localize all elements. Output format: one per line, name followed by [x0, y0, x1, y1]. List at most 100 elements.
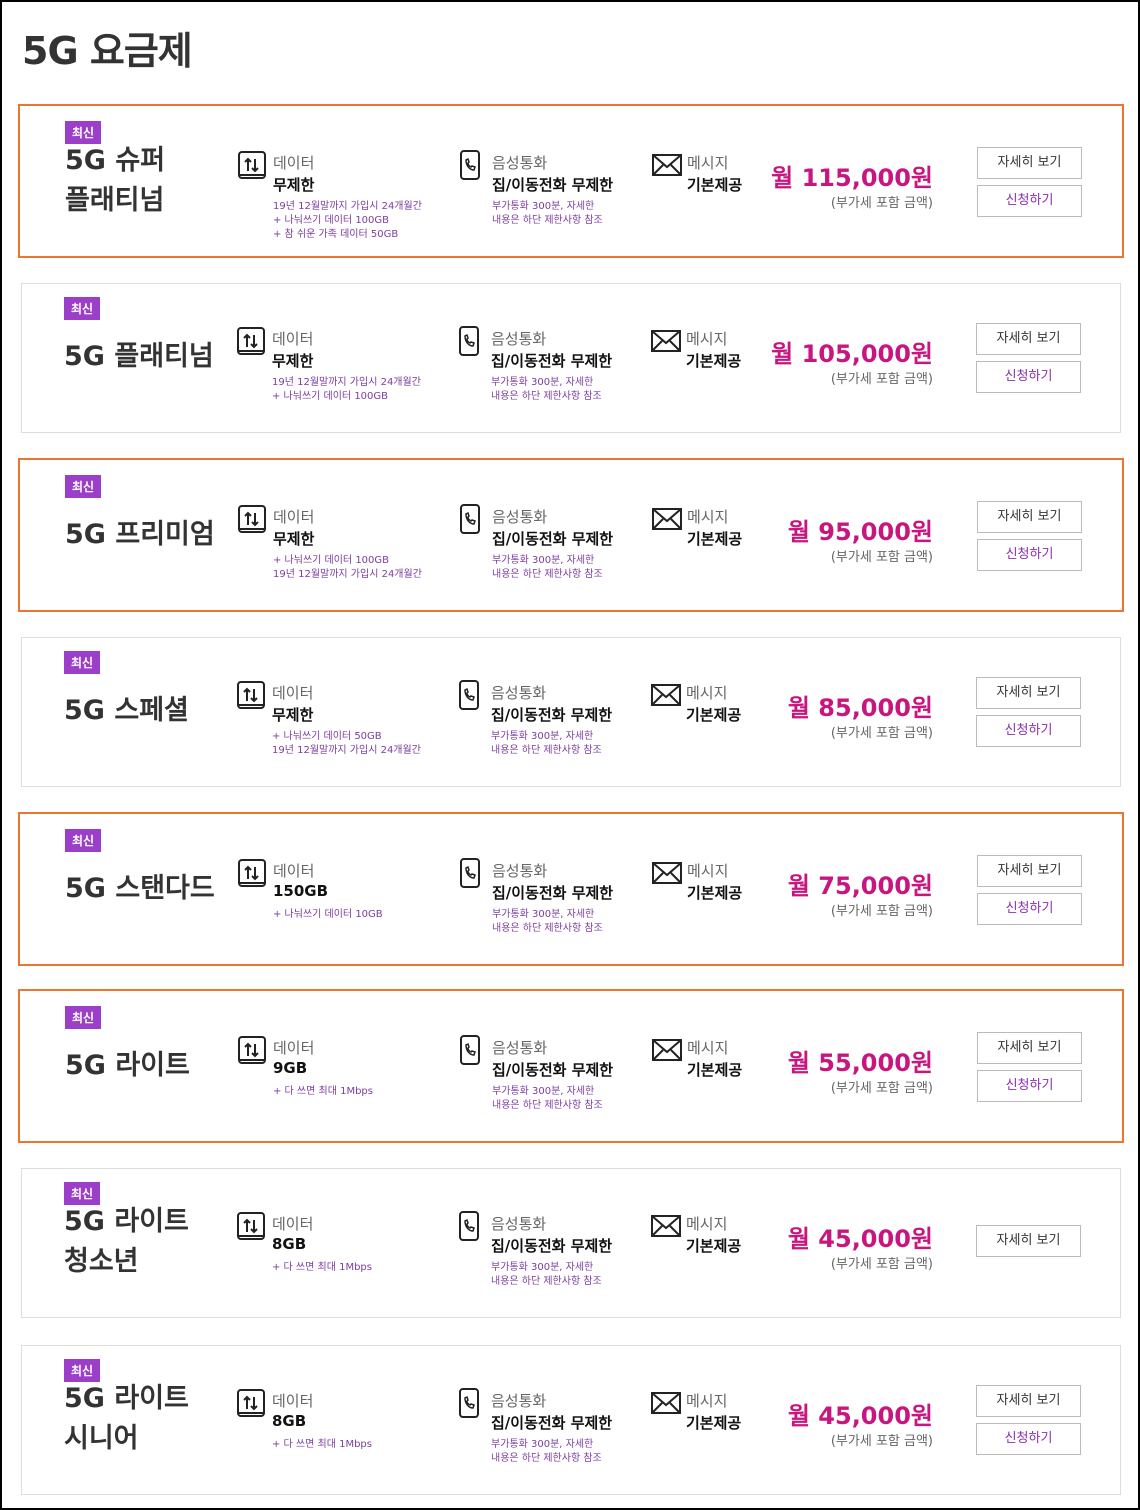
data-label: 데이터 — [273, 508, 315, 526]
voice-value: 집/이동전화 무제한 — [491, 352, 613, 370]
apply-button[interactable]: 신청하기 — [976, 715, 1081, 747]
data-note: + 다 쓰면 최대 1Mbps — [272, 1262, 372, 1273]
voice-note: 내용은 하단 제한사항 참조 — [491, 1453, 602, 1464]
voice-icon — [460, 504, 480, 534]
voice-note: 내용은 하단 제한사항 참조 — [491, 745, 602, 756]
data-value: 150GB — [273, 882, 329, 900]
price-note: (부가세 포함 금액) — [830, 904, 933, 919]
detail-button[interactable]: 자세히 보기 — [977, 1032, 1082, 1064]
detail-button[interactable]: 자세히 보기 — [977, 855, 1082, 887]
detail-button[interactable]: 자세히 보기 — [976, 677, 1081, 709]
detail-button[interactable]: 자세히 보기 — [976, 323, 1081, 355]
data-value: 무제한 — [273, 176, 315, 194]
voice-icon — [459, 1211, 479, 1241]
voice-value: 집/이동전화 무제한 — [492, 884, 614, 902]
detail-button[interactable]: 자세히 보기 — [976, 1385, 1081, 1417]
data-label: 데이터 — [272, 330, 314, 348]
data-label: 데이터 — [273, 862, 315, 880]
price: 월 115,000원 — [771, 164, 933, 192]
message-value: 기본제공 — [686, 1414, 742, 1432]
data-icon — [238, 505, 266, 533]
data-note: + 나눠쓰기 데이터 50GB — [272, 731, 382, 742]
apply-button[interactable]: 신청하기 — [977, 539, 1082, 571]
plan-name: 청소년 — [64, 1246, 139, 1277]
voice-icon — [459, 1388, 479, 1418]
voice-note: 부가통화 300분, 자세한 — [491, 731, 594, 742]
badge: 최신 — [64, 1182, 101, 1205]
badge: 최신 — [64, 651, 101, 674]
data-icon — [237, 327, 265, 355]
data-icon — [237, 681, 265, 709]
message-label: 메시지 — [686, 684, 728, 702]
price: 월 45,000원 — [787, 1402, 933, 1430]
data-note: 19년 12월말까지 가입시 24개월간 — [272, 377, 421, 388]
message-value: 기본제공 — [686, 706, 742, 724]
data-label: 데이터 — [273, 1039, 315, 1057]
voice-note: 부가통화 300분, 자세한 — [492, 201, 595, 212]
message-value: 기본제공 — [686, 352, 742, 370]
plan-card: 최신 5G 라이트 시니어 데이터 8GB + 다 쓰면 최대 1Mbps 음성통화 집/이동… — [21, 1345, 1121, 1495]
voice-label: 음성통화 — [491, 684, 547, 702]
message-label: 메시지 — [687, 154, 729, 172]
page-title: 5G 요금제 — [22, 29, 193, 73]
message-icon — [652, 862, 682, 884]
voice-note: 내용은 하단 제한사항 참조 — [492, 215, 603, 226]
data-note: 19년 12월말까지 가입시 24개월간 — [273, 569, 422, 580]
detail-button[interactable]: 자세히 보기 — [977, 147, 1082, 179]
price-note: (부가세 포함 금액) — [830, 1081, 933, 1096]
voice-note: 부가통화 300분, 자세한 — [492, 1086, 595, 1097]
plan-name: 5G 스탠다드 — [65, 873, 215, 904]
plan-name: 5G 라이트 — [65, 1050, 190, 1081]
data-icon — [237, 1212, 265, 1240]
price-note: (부가세 포함 금액) — [830, 726, 933, 741]
apply-button[interactable]: 신청하기 — [977, 893, 1082, 925]
detail-button[interactable]: 자세히 보기 — [977, 501, 1082, 533]
voice-label: 음성통화 — [492, 1039, 548, 1057]
price-note: (부가세 포함 금액) — [830, 550, 933, 565]
voice-icon — [459, 680, 479, 710]
voice-note: 내용은 하단 제한사항 참조 — [492, 1100, 603, 1111]
data-icon — [238, 1036, 266, 1064]
data-value: 8GB — [272, 1412, 307, 1430]
badge: 최신 — [65, 829, 102, 852]
voice-label: 음성통화 — [491, 1392, 547, 1410]
data-label: 데이터 — [272, 1215, 314, 1233]
data-icon — [237, 1389, 265, 1417]
message-label: 메시지 — [687, 1039, 729, 1057]
voice-icon — [460, 150, 480, 180]
detail-button[interactable]: 자세히 보기 — [976, 1225, 1081, 1257]
price: 월 55,000원 — [787, 1049, 933, 1077]
price: 월 75,000원 — [787, 872, 933, 900]
message-label: 메시지 — [687, 508, 729, 526]
badge: 최신 — [65, 475, 102, 498]
message-icon — [651, 330, 681, 352]
plan-card: 최신 5G 스탠다드 데이터 150GB + 나눠쓰기 데이터 10GB 음성통화 집/이동… — [18, 812, 1124, 966]
voice-icon — [459, 326, 479, 356]
voice-note: 부가통화 300분, 자세한 — [491, 1262, 594, 1273]
price: 월 95,000원 — [787, 518, 933, 546]
data-note: + 참 쉬운 가족 데이터 50GB — [273, 229, 399, 240]
message-value: 기본제공 — [687, 884, 743, 902]
apply-button[interactable]: 신청하기 — [977, 1070, 1082, 1102]
plan-card: 최신 5G 라이트 데이터 9GB + 다 쓰면 최대 1Mbps 음성통화 집/이동전화 … — [18, 989, 1124, 1143]
data-label: 데이터 — [272, 1392, 314, 1410]
data-note: + 나눠쓰기 데이터 100GB — [273, 215, 390, 226]
price: 월 45,000원 — [787, 1225, 933, 1253]
apply-button[interactable]: 신청하기 — [976, 361, 1081, 393]
data-value: 8GB — [272, 1235, 307, 1253]
badge: 최신 — [65, 1006, 102, 1029]
voice-note: 내용은 하단 제한사항 참조 — [491, 391, 602, 402]
plan-card: 최신 5G 스페셜 데이터 무제한 + 나눠쓰기 데이터 50GB 19년 12월말까지 … — [21, 637, 1121, 787]
plan-card: 최신 5G 프리미엄 데이터 무제한 + 나눠쓰기 데이터 100GB 19년 12월말까… — [18, 458, 1124, 612]
plan-name: 플래티넘 — [65, 185, 165, 216]
voice-note: 내용은 하단 제한사항 참조 — [492, 923, 603, 934]
data-value: 9GB — [273, 1059, 308, 1077]
apply-button[interactable]: 신청하기 — [976, 1423, 1081, 1455]
data-icon — [238, 151, 266, 179]
apply-button[interactable]: 신청하기 — [977, 185, 1082, 217]
voice-note: 부가통화 300분, 자세한 — [492, 555, 595, 566]
voice-label: 음성통화 — [492, 508, 548, 526]
data-note: + 나눠쓰기 데이터 10GB — [273, 909, 383, 920]
voice-note: 내용은 하단 제한사항 참조 — [492, 569, 603, 580]
plan-card: 최신 5G 슈퍼 플래티넘 데이터 무제한 19년 12월말까지 가입시 24개월간 + 나… — [18, 104, 1124, 258]
